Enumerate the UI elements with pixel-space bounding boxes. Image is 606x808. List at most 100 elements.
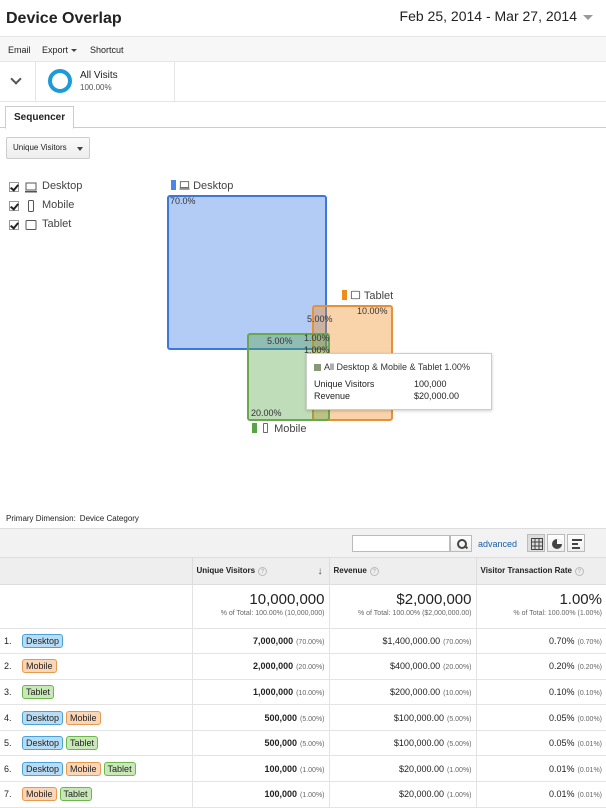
totals-label-cell [0,584,193,629]
table-toolbar: advanced [0,529,606,558]
totals-cell: 10,000,000% of Total: 100.00% (10,000,00… [192,584,330,629]
tooltip-value: 100,000 [414,379,447,389]
cell-value: 0.05% [548,738,575,749]
cell-percent: (5.00%) [446,715,472,723]
total-value: $2,000,000 [396,590,472,608]
table-row: 6. Desktop Mobile Tablet 100,000 (1.00%) $20,0… [0,755,606,783]
column-header-label: Revenue [333,565,367,575]
help-icon[interactable]: ? [258,566,268,576]
pie-chart-icon [552,539,562,549]
tablet-series-label: Tablet [363,290,394,302]
visitor-transaction-rate-column-header[interactable]: Visitor Transaction Rate? [476,558,606,585]
device-chip-desktop[interactable]: Desktop [22,736,64,751]
revenue-cell: $20,000.00 (1.00%) [329,755,477,783]
row-number: 6. [4,763,12,774]
cell-percent: (70.00%) [443,638,472,646]
device-chip-desktop[interactable]: Desktop [22,710,64,725]
dimension-cell: 7. Mobile Tablet [0,781,193,808]
cell-value: 100,000 [264,789,297,800]
mobile-checkbox[interactable] [9,201,19,211]
device-chip-desktop[interactable]: Desktop [22,633,64,648]
row-number: 7. [4,789,12,800]
tab-sequencer[interactable]: Sequencer [5,106,75,129]
tablet-series-header: Tablet [342,290,393,302]
desktop-icon [179,181,190,190]
legend-label-mobile: Mobile [42,199,75,211]
device-chip-mobile[interactable]: Mobile [66,761,101,776]
desktop-set-value: 70.0% [170,196,196,206]
tooltip-key: Revenue [314,391,351,401]
desktop-icon [25,182,37,193]
desktop-series-header: Desktop [171,180,233,192]
table-row: 2. Mobile 2,000,000 (20.00%) $400,000.00 (20.… [0,653,606,680]
device-chip-mobile[interactable]: Mobile [22,787,57,802]
date-range-picker[interactable]: Feb 25, 2014 - Mar 27, 2014 [395,5,598,29]
device-chip-tablet[interactable]: Tablet [59,787,92,802]
device-category-table: Unique Visitors? ↓ Revenue? Visitor Trans… [0,558,606,808]
visitor-transaction-rate-cell: 0.20% (0.20%) [476,653,606,680]
cell-value: 0.10% [548,686,575,697]
primary-dimension: Primary Dimension: Device Category [6,514,139,523]
desktop-checkbox[interactable] [9,182,19,192]
device-chip-mobile[interactable]: Mobile [66,710,101,725]
revenue-cell: $200,000.00 (10.00%) [329,679,477,706]
cell-value: 0.01% [548,789,575,800]
cell-percent: (0.20%) [577,664,602,672]
unique-visitors-column-header[interactable]: Unique Visitors? ↓ [192,558,330,585]
tablet-icon [350,290,361,300]
cell-percent: (20.00%) [296,664,325,672]
visitor-transaction-rate-cell: 0.01% (0.01%) [476,755,606,783]
cell-value: 0.20% [548,661,575,672]
desktop-set-box[interactable] [167,195,327,350]
device-chip-desktop[interactable]: Desktop [22,761,64,776]
legend-label-desktop: Desktop [42,180,83,192]
bar-view-button[interactable] [567,534,585,552]
cell-percent: (0.01%) [577,741,602,749]
help-icon[interactable]: ? [369,566,379,576]
primary-dimension-value[interactable]: Device Category [79,514,139,523]
device-chip-tablet[interactable]: Tablet [66,736,99,751]
total-value: 10,000,000 [249,590,325,608]
metric-dropdown[interactable]: Unique Visitors [6,137,90,159]
revenue-cell: $100,000.00 (5.00%) [329,730,477,757]
pie-view-button[interactable] [547,534,565,552]
cell-percent: (0.00%) [577,715,602,723]
advanced-filter-link[interactable]: advanced [478,539,518,549]
revenue-column-header[interactable]: Revenue? [329,558,477,585]
cell-value: $400,000.00 [390,661,441,672]
table-row: 4. Desktop Mobile 500,000 (5.00%) $100,000.00… [0,704,606,731]
export-button[interactable]: Export [42,45,78,55]
segment-bar: All Visits 100.00% [0,62,606,102]
tablet-checkbox[interactable] [9,220,19,230]
tablet-icon [25,220,37,230]
device-chip-tablet[interactable]: Tablet [103,761,136,776]
desktop-series-label: Desktop [193,180,234,192]
segment-toggle[interactable] [0,62,36,102]
unique-visitors-cell: 7,000,000 (70.00%) [192,628,330,655]
segment-name[interactable]: All Visits [80,70,118,81]
table-row: 1. Desktop 7,000,000 (70.00%) $1,400,000.00(… [0,628,606,655]
metric-dropdown-value: Unique Visitors [13,143,67,152]
cell-percent: (0.70%) [577,638,602,646]
cell-percent: (5.00%) [446,741,472,749]
mobile-series-header: Mobile [252,423,306,435]
cell-value: 100,000 [264,763,297,774]
table-search-input[interactable] [352,535,450,552]
help-icon[interactable]: ? [574,566,584,576]
tooltip-percent: 1.00% [444,362,470,372]
table-row: 5. Desktop Tablet 500,000 (5.00%) $100,000.00… [0,730,606,757]
segment-ring-icon [48,69,72,93]
device-chip-tablet[interactable]: Tablet [22,684,55,699]
revenue-cell: $1,400,000.00 (70.00%) [329,628,477,655]
device-chip-mobile[interactable]: Mobile [22,659,57,674]
shortcut-button[interactable]: Shortcut [90,45,124,55]
table-row: 3. Tablet 1,000,000 (10.00%) $200,000.00 (10.… [0,679,606,706]
search-icon[interactable] [450,535,472,552]
cell-value: 1,000,000 [253,686,294,697]
report-toolbar: Email Export Shortcut [0,36,606,62]
mobile-icon [28,200,34,212]
table-view-button[interactable] [527,534,545,552]
totals-row: 10,000,000% of Total: 100.00% (10,000,00… [0,584,606,629]
email-button[interactable]: Email [8,45,31,55]
revenue-cell: $20,000.00 (1.00%) [329,781,477,808]
